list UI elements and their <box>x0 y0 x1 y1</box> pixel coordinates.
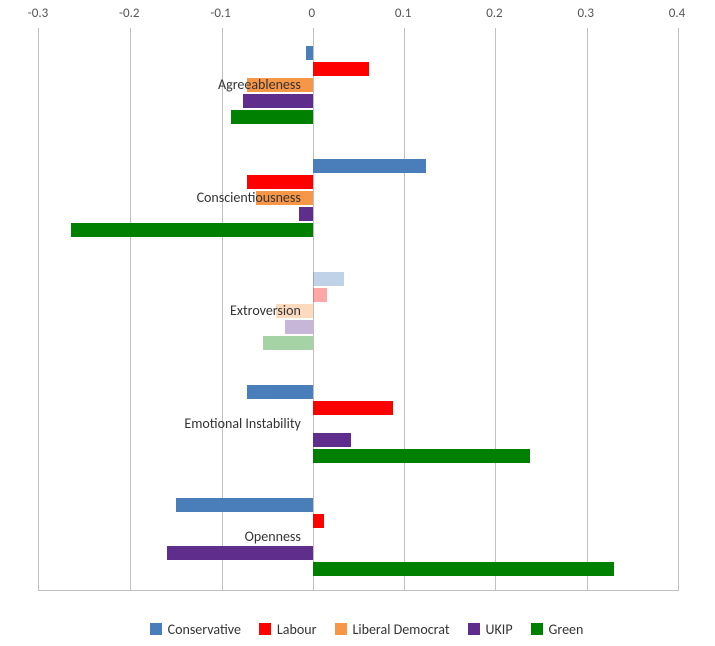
bar <box>299 207 313 221</box>
legend-label: Conservative <box>168 621 241 638</box>
legend-swatch <box>531 623 543 635</box>
category-label: Emotional Instability <box>184 415 300 432</box>
legend-swatch <box>150 623 162 635</box>
x-tick-label: -0.2 <box>119 6 139 21</box>
plot-area: Agreeableness Conscientiousness Extroversi… <box>38 28 679 591</box>
bar <box>313 62 370 76</box>
gridline <box>130 28 131 590</box>
legend-label: Liberal Democrat <box>353 621 450 638</box>
x-tick-label: 0.1 <box>395 6 411 21</box>
bar <box>313 272 344 286</box>
x-tick-label: 0 <box>309 6 316 21</box>
category-label: Agreeableness <box>218 76 301 93</box>
x-tick-label: 0.4 <box>669 6 685 21</box>
x-tick-label: 0.3 <box>577 6 593 21</box>
bar <box>247 385 313 399</box>
bar <box>231 110 313 124</box>
bar <box>313 514 324 528</box>
bar <box>313 449 530 463</box>
bar <box>313 159 426 173</box>
category-label: Conscientiousness <box>197 189 301 206</box>
bar <box>285 320 312 334</box>
bar <box>306 46 313 60</box>
x-tick-label: 0.2 <box>486 6 502 21</box>
legend: Conservative Labour Liberal Democrat UKIP Gr… <box>0 621 715 638</box>
bar <box>243 94 312 108</box>
legend-swatch <box>468 623 480 635</box>
x-tick-label: -0.1 <box>210 6 230 21</box>
bar <box>71 223 313 237</box>
bar <box>313 562 614 576</box>
x-tick-label: -0.3 <box>28 6 48 21</box>
category-label: Openness <box>245 528 301 545</box>
legend-swatch <box>259 623 271 635</box>
bar <box>313 433 351 447</box>
bar <box>176 498 313 512</box>
bar <box>313 401 393 415</box>
legend-label: UKIP <box>486 621 513 638</box>
gridline <box>313 28 314 590</box>
bar <box>313 288 328 302</box>
legend-label: Labour <box>277 621 317 638</box>
gridline <box>404 28 405 590</box>
bar <box>263 336 313 350</box>
gridline <box>587 28 588 590</box>
legend-label: Green <box>549 621 584 638</box>
bar <box>167 546 313 560</box>
gridline <box>495 28 496 590</box>
bar <box>247 175 313 189</box>
category-label: Extroversion <box>230 302 301 319</box>
legend-swatch <box>335 623 347 635</box>
